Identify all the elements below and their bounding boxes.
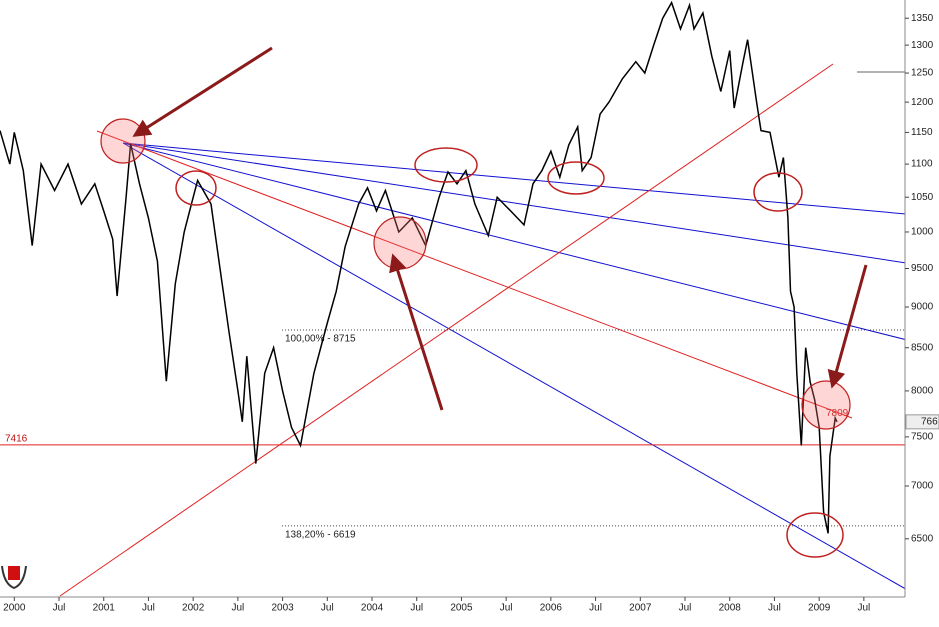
- x-tick-label: 2004: [361, 603, 384, 614]
- y-tick-label: 1300: [911, 40, 934, 51]
- logo-box: [8, 566, 20, 580]
- fan-line: [122, 142, 939, 609]
- y-tick-label: 1250: [911, 68, 934, 79]
- annotations: [100, 46, 868, 558]
- last-value-label: 766: [921, 416, 938, 427]
- x-tick-label: Jul: [231, 603, 244, 614]
- y-tick-label: 6500: [911, 533, 934, 544]
- y-tick-label: 1000: [911, 227, 934, 238]
- price-line: [0, 0, 838, 534]
- y-tick-label: 8000: [911, 386, 934, 397]
- highlight-circle: [786, 512, 844, 558]
- logo: [1, 565, 27, 590]
- x-tick-label: 2003: [271, 603, 294, 614]
- x-tick-label: Jul: [53, 603, 66, 614]
- x-tick-label: 2007: [629, 603, 652, 614]
- x-tick-label: Jul: [321, 603, 334, 614]
- x-tick-label: Jul: [500, 603, 513, 614]
- highlight-circle: [547, 161, 605, 195]
- x-axis-panel: [0, 597, 939, 622]
- y-tick-label: 1100: [911, 159, 933, 170]
- highlight-circle: [373, 216, 427, 270]
- x-tick-label: Jul: [142, 603, 155, 614]
- x-tick-label: 2005: [450, 603, 473, 614]
- arrow: [827, 264, 868, 389]
- x-tick-label: 2001: [93, 603, 116, 614]
- annotation-label: 7809: [826, 408, 849, 419]
- y-tick-label: 7000: [911, 481, 934, 492]
- axes: 1350 1300 1250 1200 1150 1100 1050 1000 9500 9000…: [3, 13, 939, 614]
- x-tick-label: Jul: [679, 603, 692, 614]
- y-tick-label: 1200: [911, 97, 934, 108]
- x-tick-label: 2002: [182, 603, 205, 614]
- fan-line: [122, 142, 939, 218]
- red-trend-line: [96, 130, 853, 419]
- y-tick-label: 9500: [911, 263, 934, 274]
- level-label: 138,20% - 6619: [285, 530, 356, 541]
- support-label: 7416: [5, 434, 28, 445]
- highlight-circle: [414, 147, 478, 183]
- red-trend-line: [59, 63, 834, 597]
- x-tick-label: 2000: [3, 603, 26, 614]
- x-tick-label: 2006: [540, 603, 563, 614]
- trend-lines: [59, 63, 939, 609]
- x-tick-label: Jul: [589, 603, 602, 614]
- x-tick-label: 2009: [808, 603, 831, 614]
- x-tick-label: 2008: [719, 603, 742, 614]
- x-tick-label: Jul: [857, 603, 870, 614]
- highlight-circle: [753, 172, 803, 212]
- arrow: [389, 253, 444, 411]
- y-tick-label: 1150: [911, 127, 933, 138]
- y-tick-label: 1350: [911, 13, 934, 24]
- level-label: 100,00% - 8715: [285, 334, 356, 345]
- last-value-box: [905, 414, 939, 430]
- y-tick-label: 7500: [911, 432, 934, 443]
- highlight-circle: [175, 170, 217, 206]
- y-tick-label: 1050: [911, 192, 934, 203]
- fan-line: [122, 142, 939, 269]
- x-tick-label: Jul: [768, 603, 781, 614]
- y-tick-label: 8500: [911, 342, 934, 353]
- y-axis-panel: [905, 0, 939, 597]
- x-tick-label: Jul: [410, 603, 423, 614]
- logo-wreath: [1, 565, 27, 590]
- y-tick-label: 9000: [911, 302, 934, 313]
- highlight-circle: [100, 118, 146, 164]
- plot: 7416 100,00% - 8715 138,20% - 6619 7809: [0, 0, 905, 541]
- arrow: [132, 46, 273, 137]
- highlight-circle: [801, 380, 851, 430]
- fan-line: [122, 142, 939, 349]
